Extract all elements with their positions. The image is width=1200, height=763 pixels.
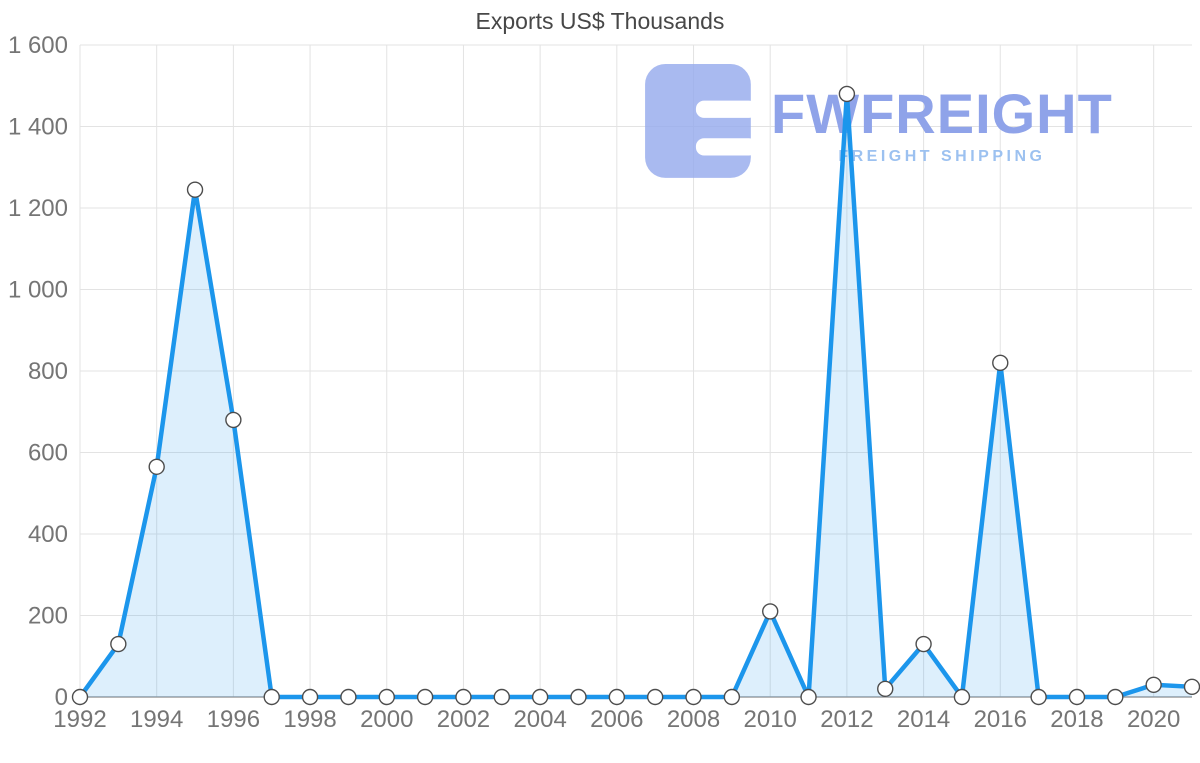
data-point-marker bbox=[1145, 676, 1162, 693]
x-tick-label: 2012 bbox=[820, 706, 873, 733]
x-tick-label: 2014 bbox=[897, 706, 950, 733]
area-fill bbox=[80, 93, 1192, 697]
data-point-marker bbox=[71, 688, 89, 706]
y-tick-label: 200 bbox=[28, 603, 68, 630]
data-point-marker bbox=[340, 688, 357, 706]
data-point-marker bbox=[416, 688, 434, 706]
data-point-marker bbox=[992, 354, 1009, 372]
data-point-marker bbox=[800, 688, 817, 706]
fwfreight-logo-icon bbox=[645, 64, 757, 178]
y-tick-label: 1 200 bbox=[8, 195, 68, 222]
series-line bbox=[77, 91, 1195, 700]
x-tick-label: 2004 bbox=[513, 706, 566, 733]
data-point-marker bbox=[1183, 678, 1200, 696]
y-tick-label: 600 bbox=[28, 440, 68, 467]
y-tick-label: 0 bbox=[55, 684, 68, 711]
data-point-marker bbox=[570, 688, 587, 706]
data-point-marker bbox=[723, 688, 741, 706]
data-point-marker bbox=[1030, 688, 1047, 706]
x-tick-label: 1992 bbox=[53, 706, 106, 733]
data-point-marker bbox=[1068, 688, 1086, 706]
data-point-marker bbox=[915, 635, 932, 653]
x-tick-label: 2006 bbox=[590, 706, 643, 733]
watermark-brand: FWFREIGHT bbox=[771, 82, 1113, 145]
x-tick-label: 2016 bbox=[974, 706, 1027, 733]
x-tick-label: 2018 bbox=[1050, 706, 1103, 733]
x-tick-label: 2002 bbox=[437, 706, 490, 733]
data-point-marker bbox=[186, 181, 204, 198]
data-point-marker bbox=[685, 688, 702, 706]
data-point-marker bbox=[953, 688, 971, 706]
watermark: FWFREIGHT FREIGHT SHIPPING bbox=[645, 64, 1113, 184]
x-tick-label: 2008 bbox=[667, 706, 720, 733]
data-point-marker bbox=[877, 680, 894, 698]
x-tick-label: 1998 bbox=[283, 706, 336, 733]
data-point-marker bbox=[1107, 688, 1124, 706]
data-point-marker bbox=[608, 688, 626, 706]
chart-title: Exports US$ Thousands bbox=[475, 8, 725, 34]
x-tick-label: 2010 bbox=[744, 706, 797, 733]
watermark-tagline: FREIGHT SHIPPING bbox=[838, 148, 1046, 165]
data-point-marker bbox=[493, 688, 510, 706]
x-tick-label: 2000 bbox=[360, 706, 413, 733]
watermark-text: FWFREIGHT FREIGHT SHIPPING bbox=[771, 86, 1113, 166]
x-tick-label: 2020 bbox=[1127, 706, 1180, 733]
data-point-marker bbox=[455, 688, 472, 706]
data-point-marker bbox=[531, 688, 549, 706]
data-point-marker bbox=[225, 411, 242, 429]
y-tick-label: 1 400 bbox=[8, 114, 68, 141]
y-tick-label: 400 bbox=[28, 521, 68, 548]
data-point-marker bbox=[301, 688, 319, 706]
data-point-marker bbox=[148, 458, 165, 475]
y-tick-label: 1 000 bbox=[8, 277, 68, 304]
data-point-marker bbox=[762, 603, 779, 620]
x-tick-label: 1994 bbox=[130, 706, 183, 733]
data-point-marker bbox=[838, 85, 856, 103]
y-tick-label: 1 600 bbox=[8, 32, 68, 59]
x-tick-label: 1996 bbox=[207, 706, 260, 733]
data-point-marker bbox=[378, 688, 395, 706]
y-tick-label: 800 bbox=[28, 358, 68, 385]
data-point-marker bbox=[263, 688, 280, 706]
data-point-marker bbox=[110, 635, 127, 653]
data-point-marker bbox=[646, 688, 664, 706]
